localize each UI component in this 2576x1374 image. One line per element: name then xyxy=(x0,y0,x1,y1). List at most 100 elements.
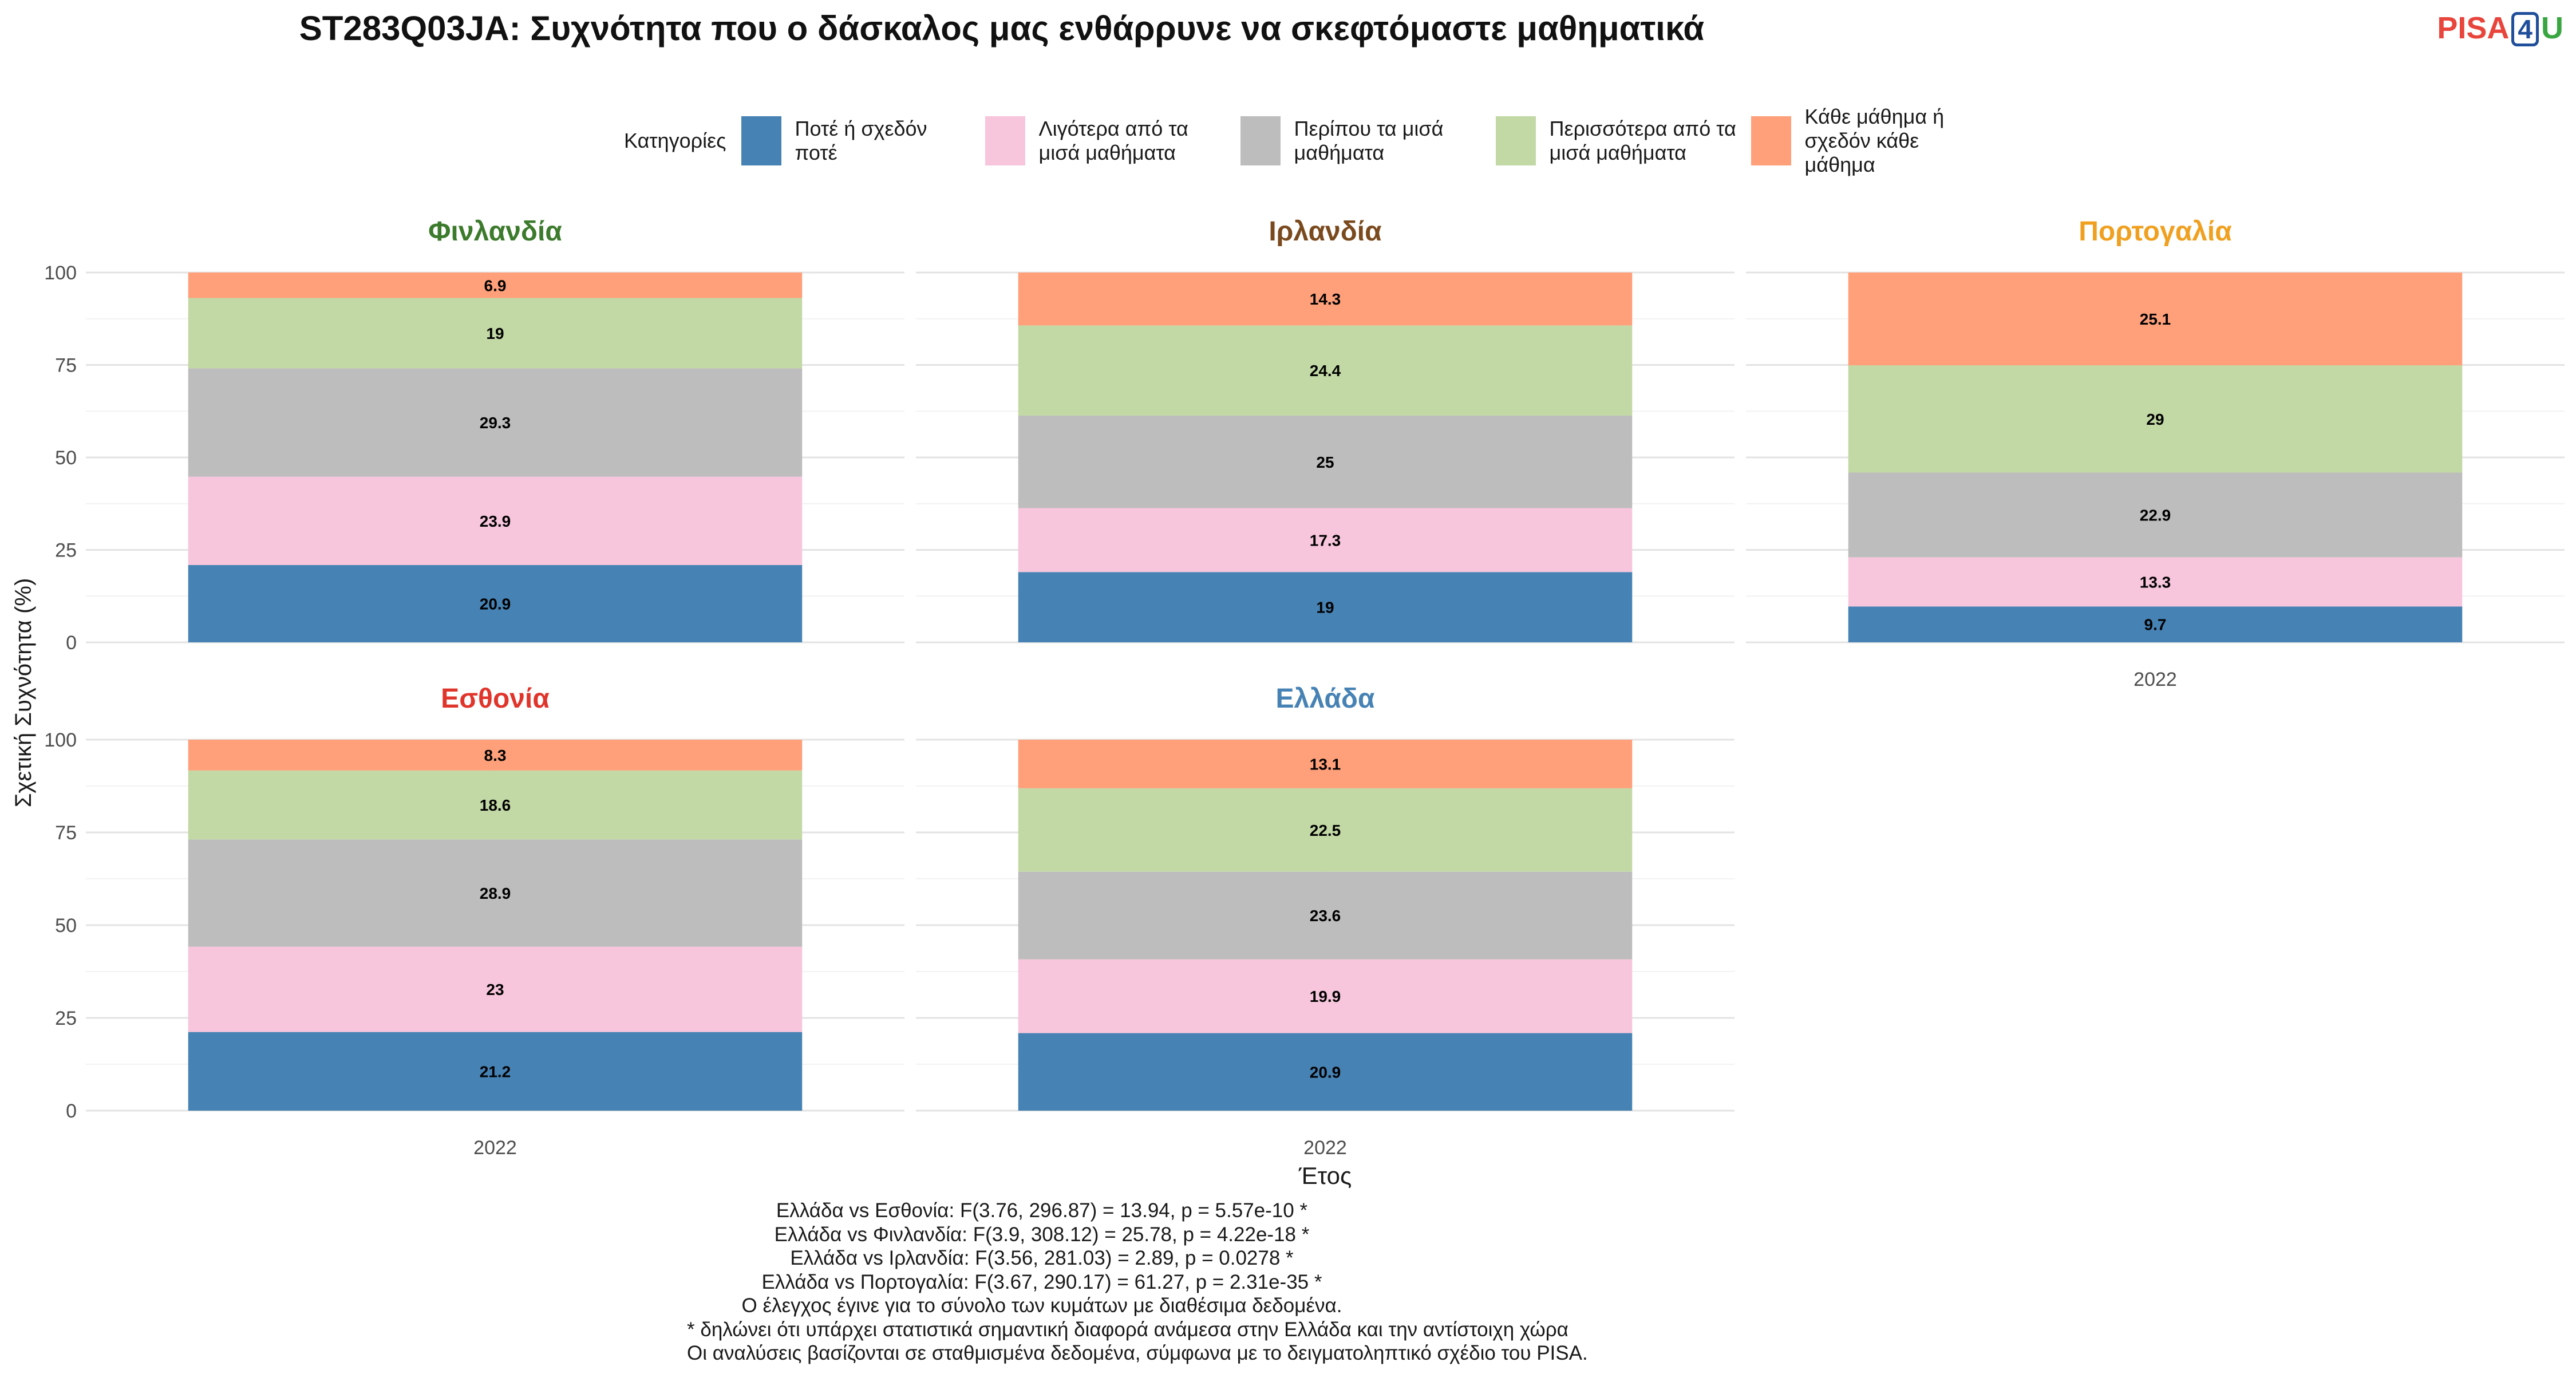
panel-1: 0 25 50 75 100 20.9 23.9 29.3 19 6.9 Φινλανδία xyxy=(44,216,904,654)
bar-segment-less-than-half xyxy=(1018,508,1633,572)
chart-title: ST283Q03JA: Συχνότητα που ο δάσκαλος μας… xyxy=(299,9,1705,48)
bar-segment-every-lesson xyxy=(188,740,803,771)
logo-text-pisa: PISA xyxy=(2437,11,2510,45)
x-axis-title: Έτος xyxy=(1298,1162,1352,1189)
data-label: 19 xyxy=(1316,599,1334,617)
bar-segment-less-than-half xyxy=(188,476,803,565)
panel-title: Φινλανδία xyxy=(428,216,562,247)
data-label: 25.1 xyxy=(2140,310,2171,328)
data-label: 19.9 xyxy=(1310,988,1341,1005)
bar-segment-never xyxy=(188,1032,803,1111)
legend-key-every-lesson xyxy=(1751,116,1791,165)
panel-title: Ελλάδα xyxy=(1276,684,1375,714)
bar-segment-every-lesson xyxy=(1848,273,2463,366)
logo-text-u: U xyxy=(2541,11,2563,45)
legend-key-less-than-half xyxy=(985,116,1025,165)
x-tick-label: 2022 xyxy=(473,1137,517,1159)
bar-segment-more-than-half xyxy=(188,298,803,369)
bar-segment-never xyxy=(1848,606,2463,642)
legend-label-about-half: Περίπου τα μισά μαθήματα xyxy=(1294,117,1444,164)
legend-label-every-lesson: Κάθε μάθημα ή σχεδόν κάθε μάθημα xyxy=(1804,105,1945,176)
bar-segment-less-than-half xyxy=(1848,557,2463,607)
bar-segment-never xyxy=(1018,1033,1633,1111)
y-tick-label: 50 xyxy=(55,447,77,469)
bar-segment-more-than-half xyxy=(188,770,803,840)
data-label: 14.3 xyxy=(1310,290,1341,308)
legend-key-about-half xyxy=(1240,116,1281,165)
bar-segment-never xyxy=(1018,572,1633,642)
y-tick-label: 75 xyxy=(55,822,77,844)
data-label: 13.1 xyxy=(1310,755,1341,773)
panel-4: 0 25 50 75 100 21.2 23 28.9 18.6 8.3 Εσθονία 2022 xyxy=(44,684,904,1159)
legend-label-more-than-half: Περισσότερα από τα μισά μαθήματα xyxy=(1549,117,1736,164)
panel-title: Εσθονία xyxy=(441,684,550,714)
bar-segment-more-than-half xyxy=(1018,788,1633,872)
x-tick-label: 2022 xyxy=(1303,1137,1347,1159)
note-line: Οι αναλύσεις βασίζονται σε σταθμισμένα δ… xyxy=(687,1342,1588,1364)
note-line: Ο έλεγχος έγινε για το σύνολο των κυμάτω… xyxy=(741,1294,1342,1317)
data-label: 23.9 xyxy=(480,512,511,530)
data-label: 18.6 xyxy=(480,796,511,814)
bar-segment-more-than-half xyxy=(1848,365,2463,473)
data-label: 6.9 xyxy=(484,277,507,294)
bar-segment-about-half xyxy=(1848,472,2463,558)
legend-key-more-than-half xyxy=(1495,116,1536,165)
data-label: 21.2 xyxy=(480,1063,511,1080)
data-label: 22.9 xyxy=(2140,506,2171,524)
y-tick-label: 75 xyxy=(55,355,77,377)
data-label: 20.9 xyxy=(1310,1063,1341,1081)
y-tick-label: 50 xyxy=(55,915,77,937)
legend-item-never: Ποτέ ή σχεδόν ποτέ xyxy=(741,116,973,165)
legend-item-more-than-half: Περισσότερα από τα μισά μαθήματα xyxy=(1495,116,1739,165)
bar-segment-about-half xyxy=(188,839,803,947)
data-label: 20.9 xyxy=(480,595,511,613)
panel-title: Ιρλανδία xyxy=(1269,216,1382,247)
legend: Κατηγορίες Ποτέ ή σχεδόν ποτέ Λιγότερα α… xyxy=(624,105,2006,176)
note-line: Ελλάδα vs Ιρλανδία: F(3.56, 281.03) = 2.… xyxy=(790,1247,1294,1269)
y-tick-label: 25 xyxy=(55,1008,77,1029)
note-line: * δηλώνει ότι υπάρχει στατιστικά σημαντι… xyxy=(687,1318,1568,1341)
note-line: Ελλάδα vs Εσθονία: F(3.76, 296.87) = 13.… xyxy=(776,1199,1308,1222)
data-label: 9.7 xyxy=(2144,616,2167,634)
bar-segment-never xyxy=(188,564,803,642)
data-label: 8.3 xyxy=(484,747,507,764)
legend-label-never: Ποτέ ή σχεδόν ποτέ xyxy=(795,117,927,164)
legend-item-about-half: Περίπου τα μισά μαθήματα xyxy=(1240,116,1483,165)
bar-segment-every-lesson xyxy=(1018,273,1633,326)
y-tick-label: 0 xyxy=(66,1100,77,1122)
legend-item-every-lesson: Κάθε μάθημα ή σχεδόν κάθε μάθημα xyxy=(1751,105,1994,177)
data-label: 19 xyxy=(486,325,504,342)
data-label: 17.3 xyxy=(1310,531,1341,549)
panel-3: 9.7 13.3 22.9 29 25.1 Πορτογαλία 2022 xyxy=(1746,216,2565,690)
data-label: 25 xyxy=(1316,453,1334,471)
note-line: Ελλάδα vs Πορτογαλία: F(3.67, 290.17) = … xyxy=(761,1270,1322,1293)
legend-label-less-than-half: Λιγότερα από τα μισά μαθήματα xyxy=(1038,117,1188,164)
bar-segment-about-half xyxy=(1018,416,1633,508)
logo-text-4: 4 xyxy=(2511,12,2539,46)
data-label: 29 xyxy=(2146,410,2164,428)
y-tick-label: 100 xyxy=(44,729,77,751)
y-tick-label: 25 xyxy=(55,540,77,562)
data-label: 22.5 xyxy=(1310,822,1341,839)
pisa4u-logo: PISA 4 U xyxy=(2437,10,2563,46)
panel-5: 20.9 19.9 23.6 22.5 13.1 Ελλάδα 2022 xyxy=(916,684,1735,1159)
data-label: 24.4 xyxy=(1310,362,1341,380)
bar-segment-about-half xyxy=(188,368,803,477)
x-tick-label: 2022 xyxy=(2134,669,2177,690)
y-axis-title: Σχετική Συχνότητα (%) xyxy=(11,578,36,808)
data-label: 28.9 xyxy=(480,885,511,902)
legend-title: Κατηγορίες xyxy=(624,129,726,152)
y-tick-label: 100 xyxy=(44,262,77,284)
y-tick-label: 0 xyxy=(66,632,77,654)
bar-segment-less-than-half xyxy=(1018,959,1633,1033)
bar-segment-every-lesson xyxy=(1018,740,1633,788)
legend-item-less-than-half: Λιγότερα από τα μισά μαθήματα xyxy=(985,116,1228,165)
data-label: 23 xyxy=(486,981,504,998)
data-label: 23.6 xyxy=(1310,907,1341,925)
bar-segment-less-than-half xyxy=(188,946,803,1032)
panel-2: 19 17.3 25 24.4 14.3 Ιρλανδία xyxy=(916,216,1735,643)
note-line: Ελλάδα vs Φινλανδία: F(3.9, 308.12) = 25… xyxy=(774,1223,1310,1246)
bar-segment-every-lesson xyxy=(188,273,803,298)
bar-segment-about-half xyxy=(1018,871,1633,960)
